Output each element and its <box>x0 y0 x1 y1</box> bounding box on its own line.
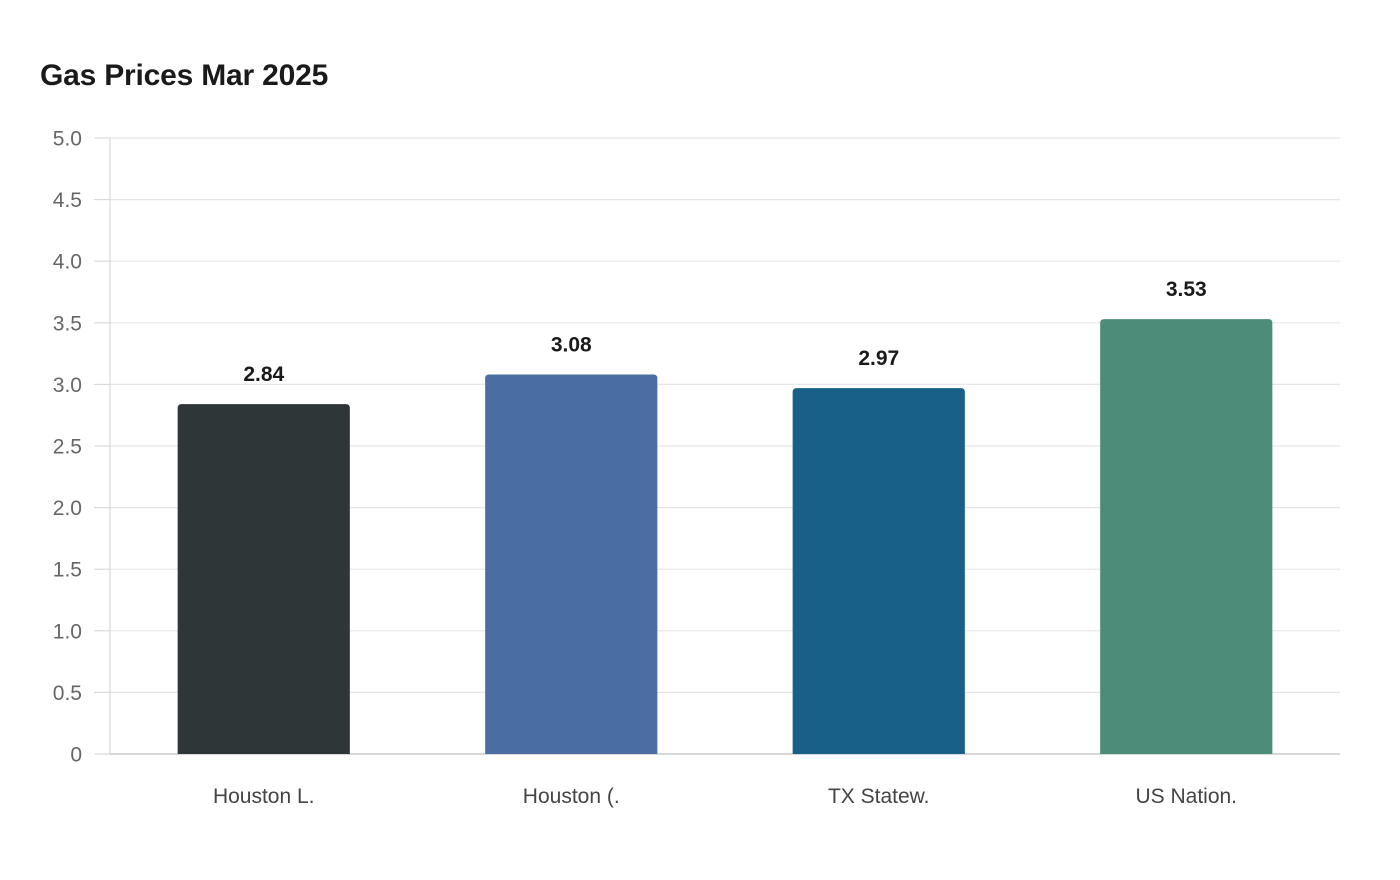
bar-3[interactable] <box>792 388 965 754</box>
y-tick-label: 3.0 <box>53 374 82 397</box>
x-category-label-3: TX Statew. <box>828 785 930 808</box>
bar-1[interactable] <box>177 404 350 754</box>
bars <box>177 319 1273 754</box>
y-axis-ticks: 0 0.5 1.0 1.5 2.0 2.5 3.0 3.5 4.0 4.5 5.0 <box>53 128 110 767</box>
data-labels: 2.84 3.08 2.97 3.53 <box>243 278 1206 386</box>
data-label-2: 3.08 <box>551 334 592 357</box>
data-label-1: 2.84 <box>243 363 284 386</box>
y-tick-label: 2.0 <box>53 497 82 520</box>
y-tick-label: 0.5 <box>53 682 82 705</box>
chart-title: Gas Prices Mar 2025 <box>40 59 329 92</box>
y-tick-label: 2.5 <box>53 436 82 459</box>
y-tick-label: 4.5 <box>53 189 82 212</box>
y-tick-label: 5.0 <box>53 128 82 151</box>
y-tick-label: 4.0 <box>53 251 82 274</box>
y-tick-label: 3.5 <box>53 312 82 335</box>
x-axis-categories: Houston L. Houston (. TX Statew. US Nation. <box>213 785 1237 808</box>
data-label-3: 2.97 <box>858 347 899 370</box>
y-tick-label: 1.0 <box>53 620 82 643</box>
x-category-label-1: Houston L. <box>213 785 315 808</box>
x-category-label-2: Houston (. <box>523 785 620 808</box>
bar-4[interactable] <box>1100 319 1273 754</box>
x-category-label-4: US Nation. <box>1135 785 1237 808</box>
y-tick-label: 0 <box>70 744 82 767</box>
bar-2[interactable] <box>485 374 658 754</box>
data-label-4: 3.53 <box>1166 278 1207 301</box>
y-tick-label: 1.5 <box>53 559 82 582</box>
